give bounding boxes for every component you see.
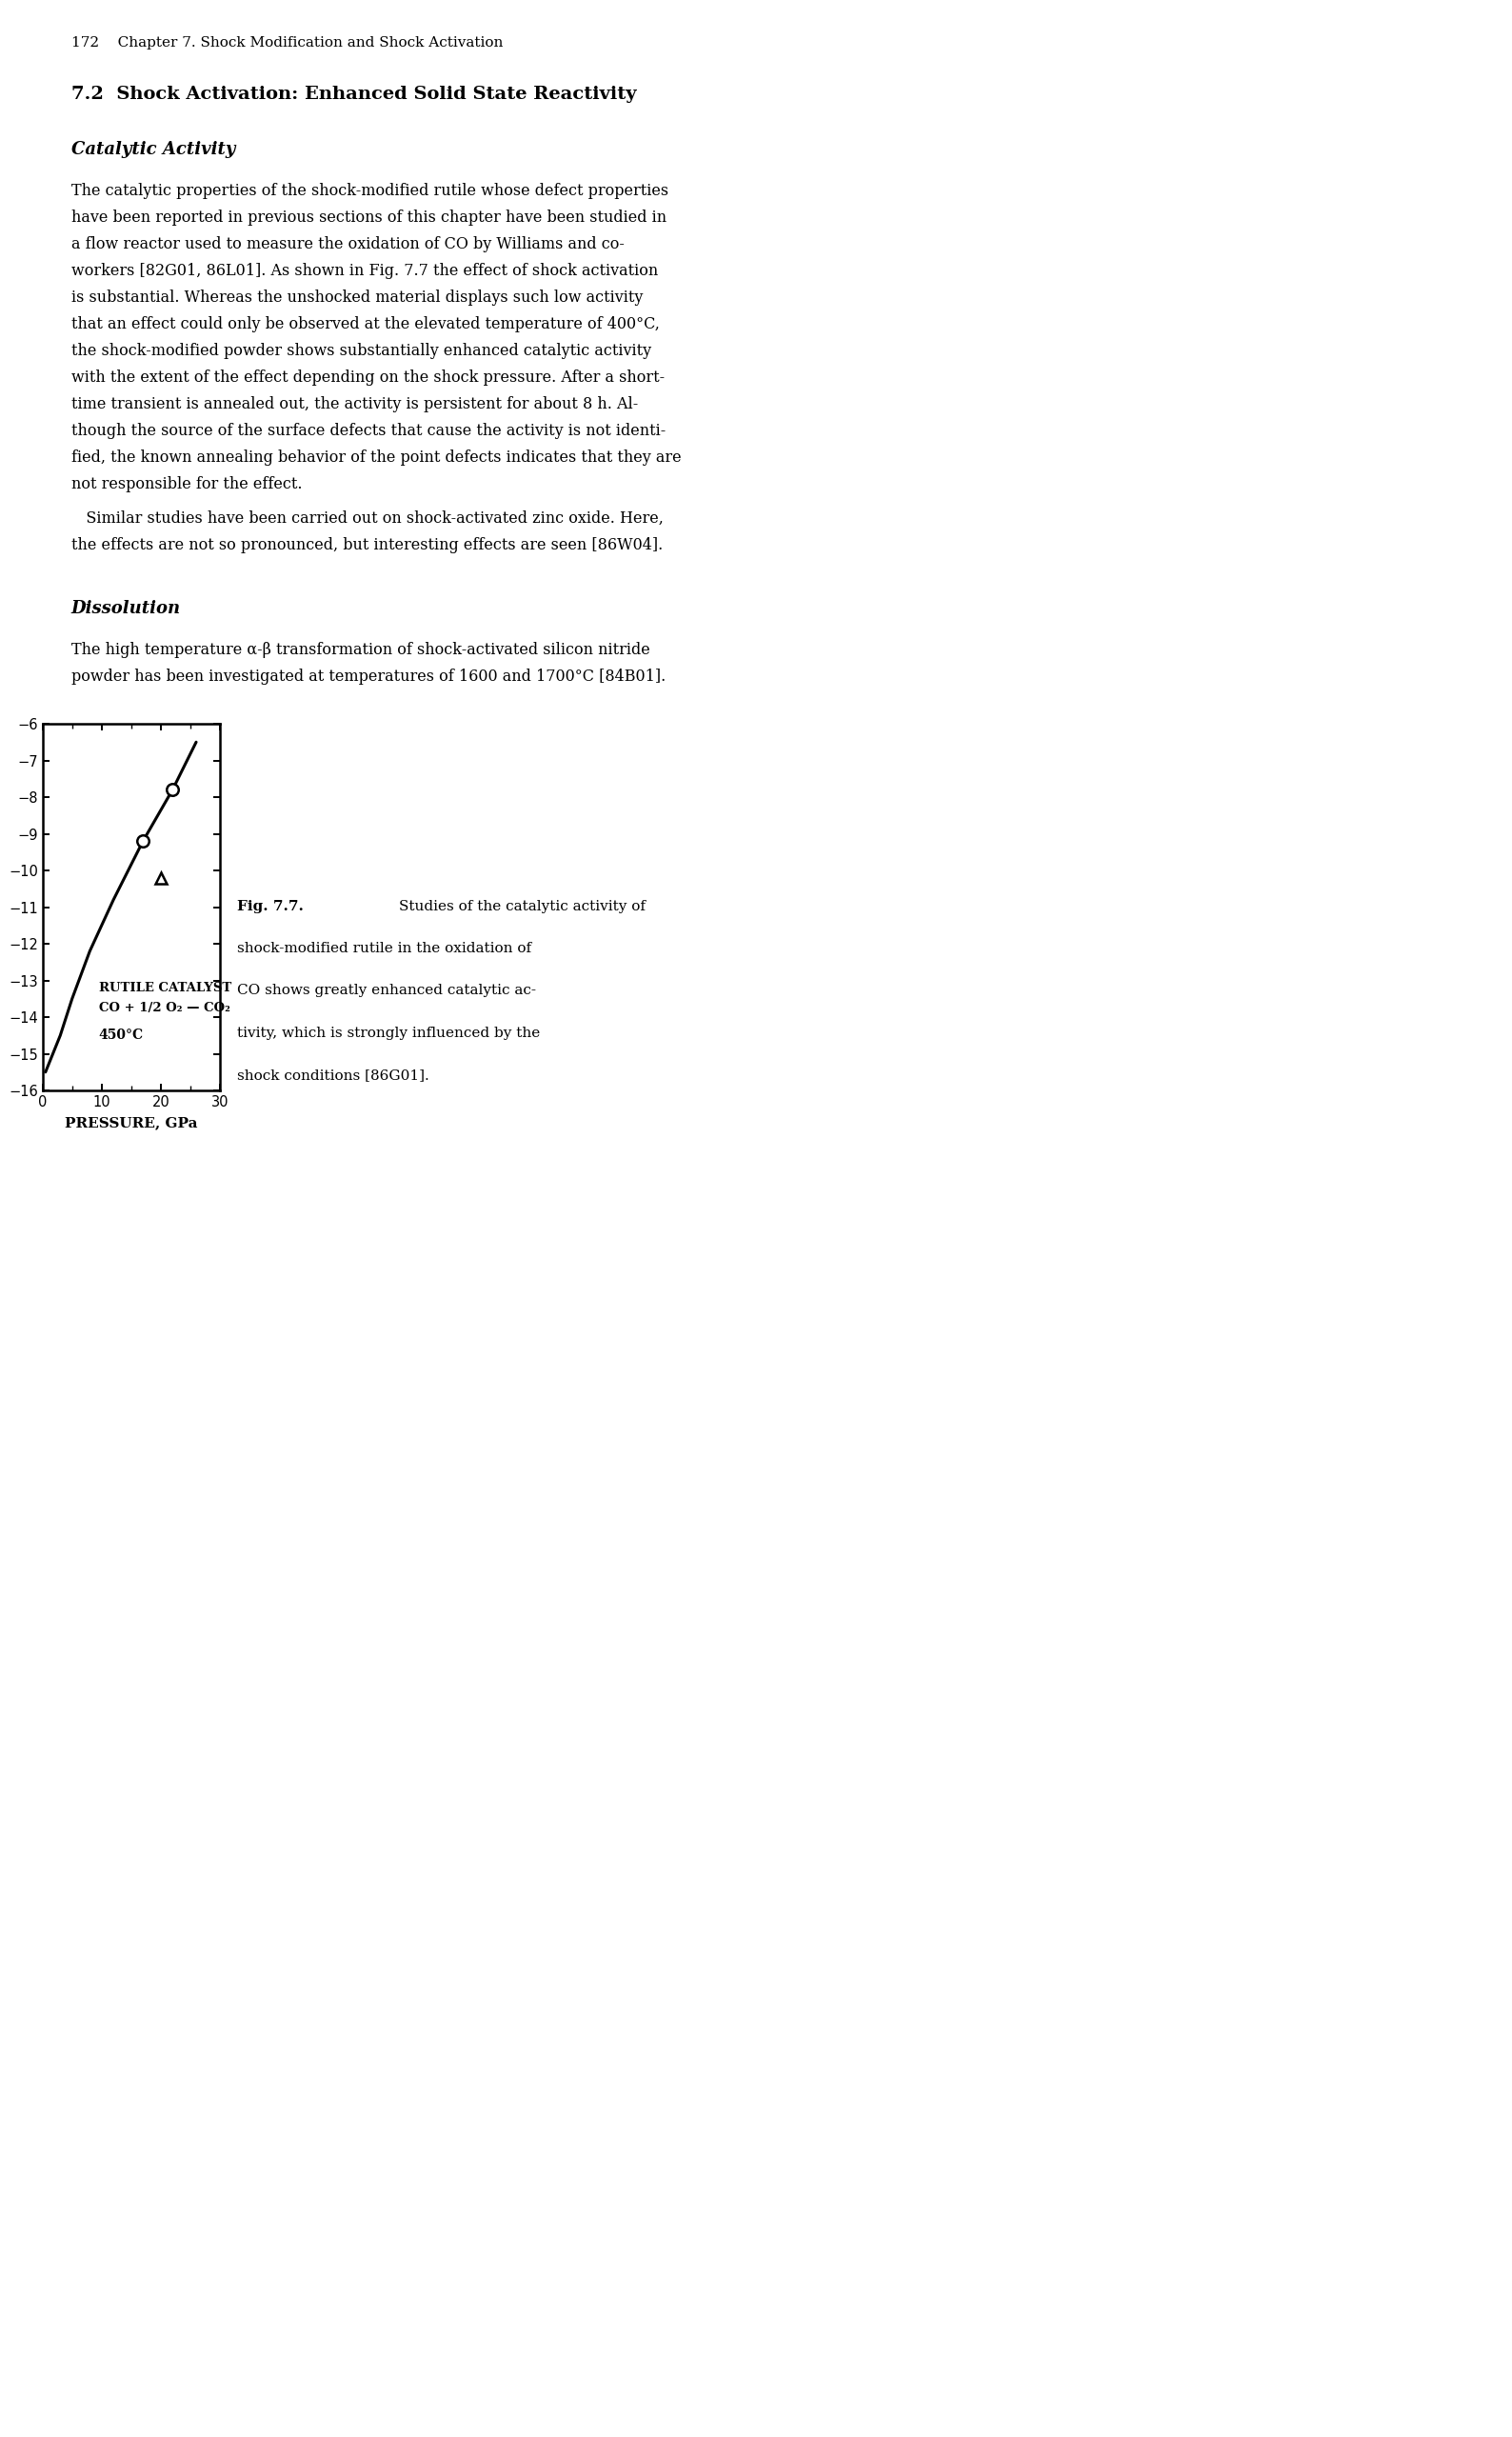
Text: is substantial. Whereas the unshocked material displays such low activity: is substantial. Whereas the unshocked ma… bbox=[71, 290, 643, 305]
Text: 450°C: 450°C bbox=[98, 1028, 144, 1043]
Text: The high temperature α-β transformation of shock-activated silicon nitride: The high temperature α-β transformation … bbox=[71, 641, 650, 658]
Text: with the extent of the effect depending on the shock pressure. After a short-: with the extent of the effect depending … bbox=[71, 370, 664, 385]
Text: the effects are not so pronounced, but interesting effects are seen [86W04].: the effects are not so pronounced, but i… bbox=[71, 536, 662, 553]
Text: though the source of the surface defects that cause the activity is not identi-: though the source of the surface defects… bbox=[71, 424, 665, 439]
Text: powder has been investigated at temperatures of 1600 and 1700°C [84B01].: powder has been investigated at temperat… bbox=[71, 668, 665, 685]
Text: 7.2  Shock Activation: Enhanced Solid State Reactivity: 7.2 Shock Activation: Enhanced Solid Sta… bbox=[71, 85, 637, 102]
Text: shock-modified rutile in the oxidation of: shock-modified rutile in the oxidation o… bbox=[237, 943, 532, 955]
Text: a flow reactor used to measure the oxidation of CO by Williams and co-: a flow reactor used to measure the oxida… bbox=[71, 236, 624, 253]
Text: Similar studies have been carried out on shock-activated zinc oxide. Here,: Similar studies have been carried out on… bbox=[71, 509, 664, 526]
Text: tivity, which is strongly influenced by the: tivity, which is strongly influenced by … bbox=[237, 1026, 541, 1041]
Text: 172    Chapter 7. Shock Modification and Shock Activation: 172 Chapter 7. Shock Modification and Sh… bbox=[71, 37, 503, 49]
Text: fied, the known annealing behavior of the point defects indicates that they are: fied, the known annealing behavior of th… bbox=[71, 448, 680, 465]
Text: the shock-modified powder shows substantially enhanced catalytic activity: the shock-modified powder shows substant… bbox=[71, 344, 652, 358]
Text: Studies of the catalytic activity of: Studies of the catalytic activity of bbox=[399, 899, 646, 914]
Text: not responsible for the effect.: not responsible for the effect. bbox=[71, 475, 302, 492]
Text: The catalytic properties of the shock-modified rutile whose defect properties: The catalytic properties of the shock-mo… bbox=[71, 183, 668, 200]
Y-axis label: NATURAL LOG REACTIVITY: NATURAL LOG REACTIVITY bbox=[0, 797, 2, 1016]
X-axis label: PRESSURE, GPa: PRESSURE, GPa bbox=[65, 1116, 198, 1128]
Text: time transient is annealed out, the activity is persistent for about 8 h. Al-: time transient is annealed out, the acti… bbox=[71, 397, 638, 412]
Text: RUTILE CATALYST: RUTILE CATALYST bbox=[98, 982, 231, 994]
Text: shock conditions [86G01].: shock conditions [86G01]. bbox=[237, 1067, 429, 1082]
Text: Catalytic Activity: Catalytic Activity bbox=[71, 141, 236, 158]
Text: CO shows greatly enhanced catalytic ac-: CO shows greatly enhanced catalytic ac- bbox=[237, 985, 537, 997]
Text: Fig. 7.7.: Fig. 7.7. bbox=[237, 899, 304, 914]
Text: have been reported in previous sections of this chapter have been studied in: have been reported in previous sections … bbox=[71, 210, 667, 227]
Text: Dissolution: Dissolution bbox=[71, 600, 180, 617]
Text: CO + 1/2 O₂ — CO₂: CO + 1/2 O₂ — CO₂ bbox=[98, 1002, 230, 1014]
Text: that an effect could only be observed at the elevated temperature of 400°C,: that an effect could only be observed at… bbox=[71, 317, 659, 331]
Text: workers [82G01, 86L01]. As shown in Fig. 7.7 the effect of shock activation: workers [82G01, 86L01]. As shown in Fig.… bbox=[71, 263, 658, 278]
